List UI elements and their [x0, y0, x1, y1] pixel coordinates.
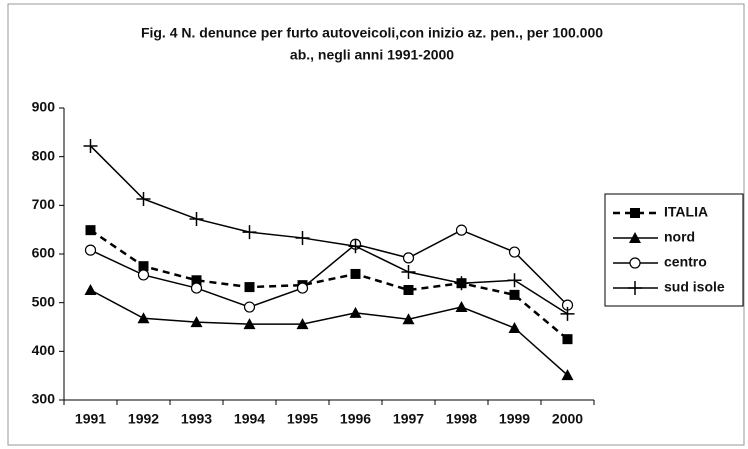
- y-tick-label: 900: [32, 99, 56, 115]
- marker: [296, 282, 309, 294]
- legend-label: centro: [664, 254, 707, 270]
- x-tick-label: 1992: [128, 411, 159, 427]
- series-line: [90, 289, 568, 376]
- marker: [403, 285, 414, 296]
- marker: [189, 211, 204, 226]
- y-tick-label: 800: [32, 147, 56, 163]
- marker: [191, 275, 202, 286]
- marker: [296, 318, 309, 330]
- series-line: [90, 229, 569, 308]
- legend-label: sud isole: [664, 279, 725, 295]
- marker: [402, 313, 415, 325]
- y-tick-label: 300: [32, 391, 56, 407]
- chart-title: Fig. 4 N. denunce per furto autoveicoli,…: [141, 25, 603, 41]
- x-tick-label: 2000: [552, 411, 583, 427]
- marker: [508, 321, 521, 333]
- marker: [85, 225, 96, 236]
- marker: [561, 369, 574, 381]
- x-tick-label: 1994: [234, 411, 265, 427]
- marker: [242, 225, 257, 240]
- marker: [454, 276, 469, 291]
- legend-marker: [628, 281, 642, 295]
- x-tick-label: 1999: [499, 411, 530, 427]
- marker: [137, 312, 150, 324]
- marker: [507, 273, 522, 288]
- marker: [509, 289, 520, 300]
- series-line: [89, 229, 569, 341]
- marker: [190, 316, 203, 328]
- legend-label: ITALIA: [664, 204, 708, 220]
- marker: [243, 318, 256, 330]
- marker: [84, 284, 97, 296]
- x-tick-label: 1996: [340, 411, 371, 427]
- x-tick-label: 1998: [446, 411, 477, 427]
- marker: [455, 301, 468, 313]
- marker: [562, 334, 573, 345]
- chart-title: ab., negli anni 1991-2000: [290, 47, 454, 63]
- y-tick-label: 700: [32, 196, 56, 212]
- legend-label: nord: [664, 229, 695, 245]
- marker: [348, 239, 363, 254]
- legend-marker: [629, 232, 641, 243]
- y-tick-label: 600: [32, 245, 56, 261]
- marker: [455, 224, 468, 236]
- x-tick-label: 1993: [181, 411, 212, 427]
- x-tick-label: 1997: [393, 411, 424, 427]
- marker: [402, 252, 415, 264]
- marker: [508, 246, 521, 258]
- marker: [350, 268, 361, 279]
- marker: [136, 192, 151, 207]
- y-tick-label: 400: [32, 342, 56, 358]
- marker: [83, 138, 98, 153]
- chart-frame: [7, 3, 745, 446]
- x-tick-label: 1991: [75, 411, 106, 427]
- x-tick-label: 1995: [287, 411, 318, 427]
- marker: [137, 269, 150, 281]
- legend-marker: [630, 208, 640, 218]
- series-line: [89, 145, 568, 315]
- legend-marker: [629, 257, 641, 269]
- marker: [401, 265, 416, 280]
- marker: [349, 306, 362, 318]
- marker: [84, 244, 97, 256]
- marker: [190, 282, 203, 294]
- marker: [560, 306, 575, 321]
- marker: [244, 282, 255, 293]
- marker: [138, 261, 149, 272]
- marker: [295, 230, 310, 245]
- marker: [243, 301, 256, 313]
- y-tick-label: 500: [32, 293, 56, 309]
